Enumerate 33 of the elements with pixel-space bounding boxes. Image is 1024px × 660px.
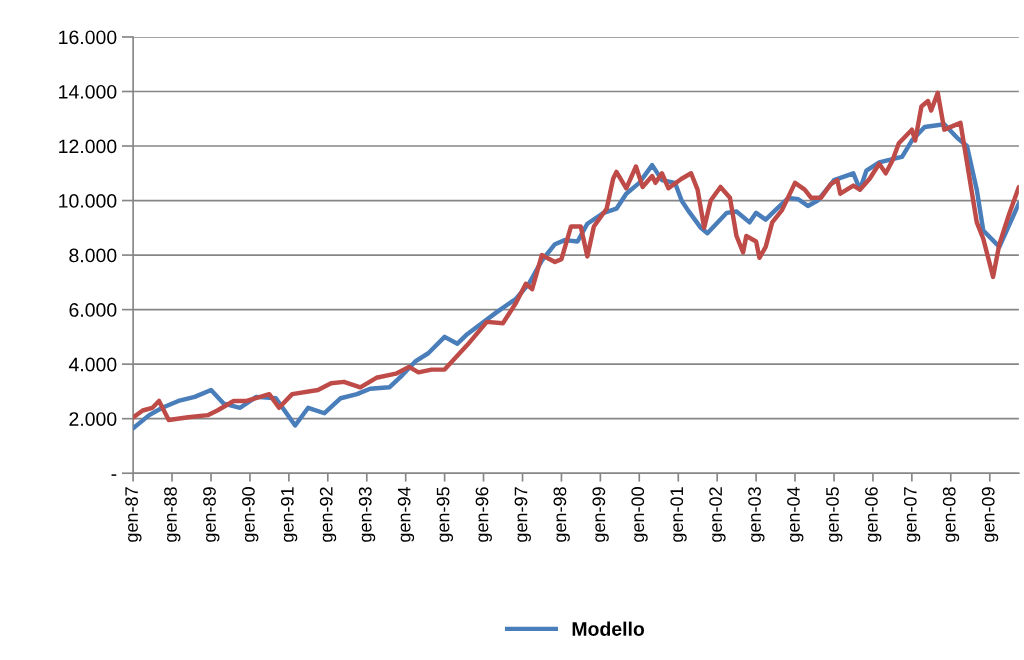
y-tick-label: 2.000	[69, 412, 117, 426]
y-tick-label: 8.000	[69, 248, 117, 263]
y-tick-label: 14.000	[59, 84, 117, 99]
x-tick-label: gen-00	[631, 487, 648, 542]
x-tick-label: gen-88	[164, 487, 181, 542]
x-tick-label: gen-93	[358, 487, 376, 542]
x-tick-label: gen-07	[903, 487, 921, 542]
x-tick-label: gen-09	[981, 487, 999, 542]
y-tick-label: 16.000	[59, 30, 117, 45]
x-tick-label: gen-03	[748, 487, 765, 542]
x-tick-label: gen-92	[319, 487, 337, 542]
y-tick-label: 6.000	[69, 303, 117, 317]
x-tick-label: gen-99	[592, 487, 609, 542]
x-tick-label: gen-87	[125, 487, 142, 542]
x-tick-label: gen-90	[242, 487, 259, 542]
x-tick-label: gen-05	[826, 487, 843, 542]
y-tick-label: 10.000	[59, 194, 117, 208]
x-tick-label: gen-01	[670, 487, 687, 542]
x-tick-label: gen-94	[397, 486, 415, 542]
x-tick-label: gen-95	[436, 487, 454, 542]
x-tick-label: gen-91	[280, 487, 298, 542]
x-tick-label: gen-06	[865, 487, 882, 542]
x-tick-label: gen-04	[787, 486, 804, 542]
x-tick-label: gen-08	[942, 487, 960, 542]
x-tick-label: gen-89	[203, 487, 220, 542]
y-tick-label: 12.000	[59, 139, 117, 154]
x-tick-label: gen-02	[709, 487, 726, 542]
x-tick-label: gen-98	[553, 487, 570, 542]
legend-label: Modello	[572, 621, 645, 636]
x-tick-label: gen-97	[514, 487, 531, 542]
y-tick-label: -	[111, 474, 117, 476]
y-tick-label: 4.000	[68, 357, 117, 372]
x-tick-label: gen-96	[475, 487, 492, 542]
